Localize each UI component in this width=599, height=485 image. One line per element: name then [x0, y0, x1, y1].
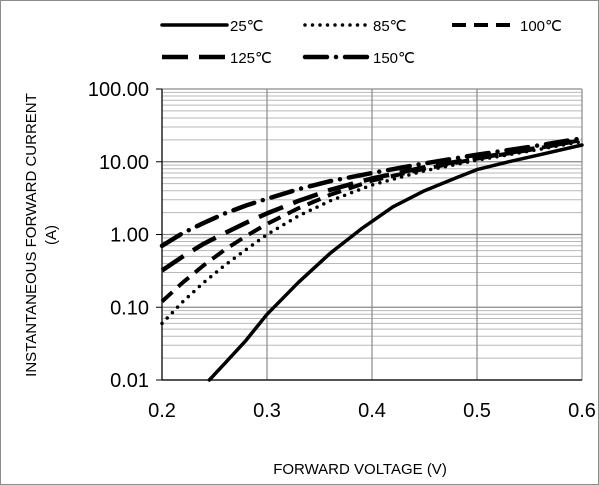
- series-line-3: [160, 137, 583, 273]
- y-tick-label: 0.10: [110, 297, 149, 319]
- y-tick-label: 1.00: [110, 225, 149, 247]
- series-line-4: [159, 136, 585, 249]
- y-tick-label: 10.00: [99, 152, 149, 174]
- tick-labels: 0.01 0.10 1.00 10.00 100.00 0.2 0.3 0.4 0.5 0.6: [88, 79, 596, 422]
- series-line-1: [160, 139, 584, 326]
- legend-label: 100℃: [520, 18, 562, 35]
- x-tick-label: 0.4: [358, 400, 386, 422]
- plot-axes: [156, 88, 582, 381]
- y-axis-label: INSTANTANEOUS FORWARD CURRENT (A): [23, 93, 60, 377]
- x-tick-label: 0.5: [463, 400, 491, 422]
- plot-grid: [161, 88, 583, 381]
- series-layer: [159, 136, 585, 382]
- y-axis-label-line1: INSTANTANEOUS FORWARD CURRENT: [23, 93, 40, 377]
- legend-label: 150℃: [373, 50, 415, 67]
- x-tick-label: 0.3: [253, 400, 281, 422]
- x-tick-label: 0.6: [568, 400, 596, 422]
- legend-label: 85℃: [373, 18, 407, 35]
- legend-label: 125℃: [230, 50, 272, 67]
- series-line-0: [207, 143, 584, 382]
- x-tick-label: 0.2: [148, 400, 176, 422]
- y-tick-label: 0.01: [110, 370, 149, 392]
- y-tick-label: 100.00: [88, 79, 149, 101]
- legend: 25℃ 85℃ 100℃ 125℃ 150℃: [160, 18, 562, 67]
- y-axis-label-line2: (A): [43, 225, 60, 245]
- legend-label: 25℃: [230, 18, 264, 35]
- series-line-2: [160, 137, 583, 303]
- x-axis-label: FORWARD VOLTAGE (V): [273, 461, 447, 478]
